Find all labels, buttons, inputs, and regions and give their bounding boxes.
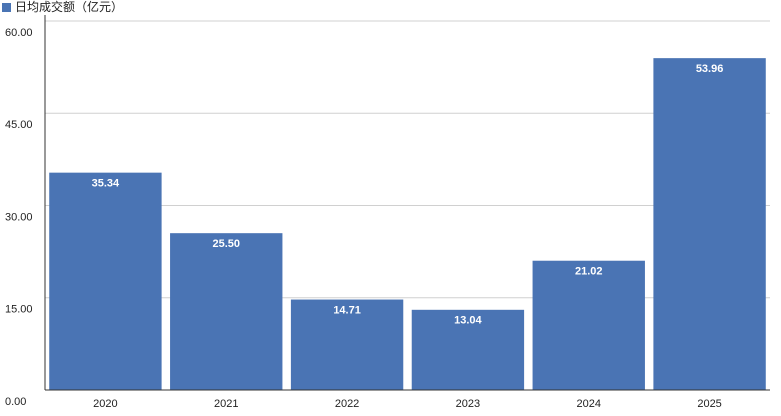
bar bbox=[411, 309, 525, 390]
value-label: 35.34 bbox=[92, 178, 120, 190]
y-tick-label: 30.00 bbox=[5, 211, 33, 223]
bar bbox=[532, 260, 645, 390]
x-tick-label: 2020 bbox=[93, 398, 117, 410]
y-tick-label: 15.00 bbox=[5, 304, 33, 316]
legend-label: 日均成交额（亿元） bbox=[15, 0, 123, 14]
bar bbox=[170, 233, 283, 390]
bar bbox=[290, 299, 404, 390]
value-label: 14.71 bbox=[333, 304, 361, 316]
value-label: 21.02 bbox=[575, 266, 603, 278]
value-label: 25.50 bbox=[212, 238, 240, 250]
y-tick-label: 0.00 bbox=[5, 396, 26, 408]
value-label: 53.96 bbox=[696, 63, 724, 75]
legend-swatch bbox=[2, 3, 11, 12]
bar bbox=[49, 172, 162, 390]
y-tick-label: 45.00 bbox=[5, 119, 33, 131]
x-tick-label: 2022 bbox=[335, 398, 359, 410]
x-tick-label: 2024 bbox=[577, 398, 601, 410]
x-tick-label: 2023 bbox=[456, 398, 480, 410]
y-tick-label: 60.00 bbox=[5, 27, 33, 39]
value-label: 13.04 bbox=[454, 315, 482, 327]
x-tick-label: 2021 bbox=[214, 398, 238, 410]
x-tick-label: 2025 bbox=[697, 398, 721, 410]
bar bbox=[653, 58, 766, 391]
